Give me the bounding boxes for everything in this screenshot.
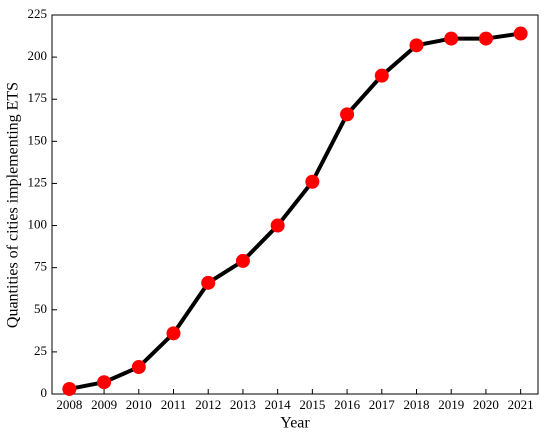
y-tick-label: 50: [34, 301, 47, 316]
x-tick-label: 2019: [438, 397, 464, 412]
y-tick-label: 125: [28, 174, 48, 189]
x-tick-label: 2018: [404, 397, 430, 412]
series-line: [68, 31, 521, 391]
data-point: [270, 218, 285, 233]
x-tick-label: 2016: [334, 397, 361, 412]
y-tick-label: 75: [34, 259, 47, 274]
data-point: [478, 31, 493, 46]
x-tick-label: 2017: [369, 397, 396, 412]
data-point: [62, 381, 77, 396]
y-tick-label: 0: [41, 385, 48, 400]
data-point: [305, 174, 320, 189]
x-tick-label: 2011: [161, 397, 187, 412]
x-tick-label: 2020: [473, 397, 499, 412]
y-axis-label: Quantities of cities implementing ETS: [5, 82, 22, 328]
data-point: [131, 360, 146, 375]
data-point: [444, 31, 459, 46]
x-tick-label: 2012: [195, 397, 221, 412]
data-point: [235, 253, 250, 268]
data-point: [201, 275, 216, 290]
y-tick-label: 100: [28, 217, 48, 232]
x-tick-label: 2015: [299, 397, 325, 412]
x-tick-label: 2014: [265, 397, 292, 412]
data-point: [340, 107, 355, 122]
data-point: [166, 326, 181, 341]
data-point: [409, 38, 424, 53]
y-tick-label: 175: [28, 90, 48, 105]
x-tick-label: 2010: [126, 397, 152, 412]
data-point: [374, 68, 389, 83]
x-axis-label: Year: [280, 415, 310, 432]
y-tick-label: 150: [28, 132, 48, 147]
y-tick-label: 25: [34, 343, 47, 358]
plot-frame: [51, 14, 539, 395]
x-tick-label: 2021: [508, 397, 534, 412]
y-tick-label: 225: [28, 6, 48, 21]
x-tick-label: 2013: [230, 397, 256, 412]
data-point: [97, 375, 112, 390]
x-tick-label: 2009: [91, 397, 117, 412]
data-point: [513, 26, 528, 41]
y-tick-label: 200: [28, 48, 48, 63]
x-tick-label: 2008: [56, 397, 82, 412]
